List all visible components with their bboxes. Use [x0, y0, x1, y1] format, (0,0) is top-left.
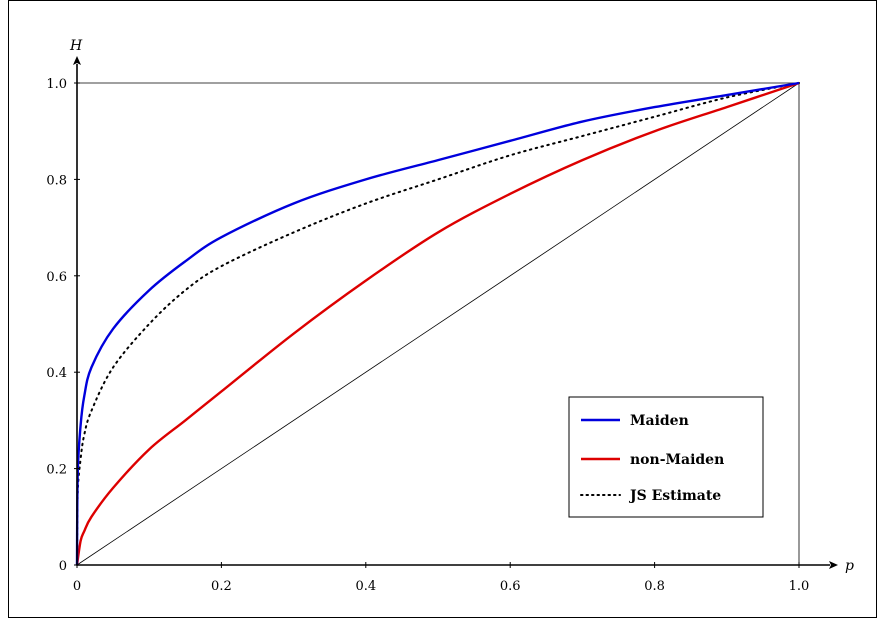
y-axis-label: H	[69, 38, 83, 54]
series-layer	[75, 81, 800, 566]
x-axis-arrowhead	[829, 561, 838, 569]
series-line-maiden	[75, 81, 800, 566]
legend-box	[568, 396, 764, 518]
y-tick-label: 0.2	[46, 463, 67, 478]
y-tick-label: 0.4	[46, 366, 67, 381]
x-tick-label: 0.8	[644, 579, 665, 594]
x-tick-label: 0.4	[355, 579, 376, 594]
legend: Maiden non-Maiden JS Estimate	[568, 396, 764, 518]
legend-label-js-estimate: JS Estimate	[628, 488, 721, 504]
y-tick-label: 0.8	[46, 173, 67, 188]
y-axis-arrowhead	[73, 56, 81, 65]
y-tick-label: 0.6	[46, 270, 67, 285]
x-ticks: 0 0.2 0.4 0.6 0.8 1.0	[73, 562, 809, 594]
figure-border	[8, 0, 877, 618]
y-ticks: 0 0.2 0.4 0.6 0.8 1.0	[46, 77, 80, 574]
x-axis-label: p	[845, 558, 854, 574]
x-tick-label: 0.2	[211, 579, 232, 594]
reference-diagonal-line	[76, 82, 800, 566]
x-tick-label: 1.0	[789, 579, 810, 594]
x-tick-label: 0.6	[500, 579, 521, 594]
x-tick-label: 0	[73, 579, 81, 594]
series-line-js-estimate	[76, 82, 800, 566]
legend-label-non-maiden: non-Maiden	[630, 452, 724, 468]
series-line-non-maiden	[75, 81, 800, 566]
y-tick-label: 1.0	[46, 77, 67, 92]
legend-label-maiden: Maiden	[630, 413, 689, 429]
y-tick-label: 0	[59, 559, 67, 574]
